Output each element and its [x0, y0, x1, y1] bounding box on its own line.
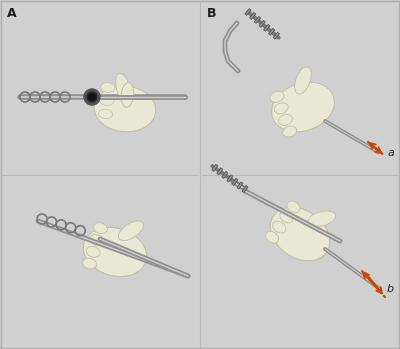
Circle shape [88, 92, 96, 102]
Polygon shape [217, 168, 223, 175]
Ellipse shape [278, 114, 292, 125]
Polygon shape [242, 185, 248, 193]
Ellipse shape [295, 67, 311, 94]
Polygon shape [273, 32, 280, 39]
Polygon shape [250, 13, 256, 20]
Ellipse shape [283, 126, 297, 137]
Ellipse shape [274, 103, 288, 114]
Ellipse shape [94, 86, 156, 132]
Ellipse shape [83, 258, 96, 269]
Polygon shape [222, 171, 228, 178]
Ellipse shape [118, 221, 144, 240]
Text: a: a [388, 148, 395, 158]
Polygon shape [237, 182, 243, 189]
Ellipse shape [266, 231, 279, 243]
Ellipse shape [98, 109, 113, 119]
Ellipse shape [272, 82, 334, 132]
Polygon shape [264, 24, 270, 31]
Ellipse shape [90, 235, 104, 245]
Text: B: B [207, 7, 216, 20]
Ellipse shape [101, 83, 115, 92]
Ellipse shape [121, 83, 134, 107]
Ellipse shape [83, 228, 147, 277]
Ellipse shape [100, 96, 114, 105]
Polygon shape [227, 175, 233, 182]
Polygon shape [254, 16, 261, 23]
Polygon shape [268, 28, 275, 35]
Ellipse shape [280, 211, 293, 223]
Ellipse shape [287, 201, 300, 213]
Ellipse shape [273, 221, 286, 233]
Circle shape [84, 89, 100, 104]
Ellipse shape [270, 91, 284, 102]
Ellipse shape [116, 73, 131, 103]
Circle shape [88, 92, 96, 102]
Text: A: A [7, 7, 17, 20]
Ellipse shape [308, 211, 336, 227]
Polygon shape [245, 8, 251, 15]
Circle shape [84, 89, 100, 104]
Polygon shape [212, 164, 218, 171]
Ellipse shape [270, 207, 330, 261]
Polygon shape [259, 20, 265, 27]
Ellipse shape [86, 246, 100, 257]
Polygon shape [232, 178, 238, 186]
Text: b: b [387, 284, 394, 294]
Ellipse shape [94, 223, 108, 233]
